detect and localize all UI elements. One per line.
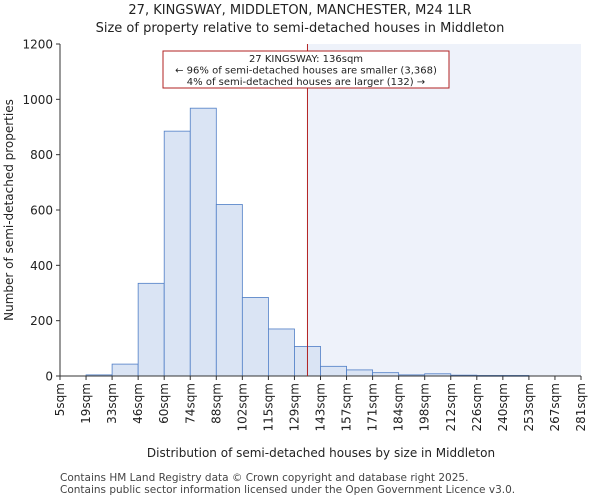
x-tick-label: 60sqm	[157, 383, 171, 424]
x-tick-label: 281sqm	[574, 383, 588, 431]
y-tick-label: 1200	[22, 38, 53, 52]
y-tick-label: 600	[30, 204, 53, 218]
x-tick-label: 33sqm	[105, 383, 119, 424]
x-tick-label: 129sqm	[287, 383, 301, 431]
x-tick-label: 184sqm	[392, 383, 406, 431]
x-tick-label: 267sqm	[548, 383, 562, 431]
x-tick-label: 240sqm	[496, 383, 510, 431]
chart-title: 27, KINGSWAY, MIDDLETON, MANCHESTER, M24…	[128, 3, 472, 18]
x-tick-label: 115sqm	[261, 383, 275, 431]
footer-copyright: Contains HM Land Registry data © Crown c…	[60, 472, 469, 484]
x-tick-label: 19sqm	[79, 383, 93, 424]
x-tick-label: 253sqm	[522, 383, 536, 431]
y-tick-label: 400	[30, 259, 53, 273]
bar-33sqm	[111, 363, 139, 377]
x-tick-label: 88sqm	[209, 383, 223, 424]
bar-74sqm	[189, 107, 217, 377]
annotation-line: 4% of semi-detached houses are larger (1…	[187, 77, 425, 88]
bar-60sqm	[163, 130, 191, 377]
y-tick-label: 200	[30, 314, 53, 328]
annotation-line: 27 KINGSWAY: 136sqm	[249, 54, 363, 65]
annotation-line: ← 96% of semi-detached houses are smalle…	[175, 66, 437, 77]
y-axis-label: Number of semi-detached properties	[2, 99, 16, 321]
bar-115sqm	[267, 328, 295, 377]
footer-licence: Contains public sector information licen…	[60, 484, 516, 496]
x-tick-label: 198sqm	[418, 383, 432, 431]
x-axis-label: Distribution of semi-detached houses by …	[147, 446, 495, 460]
larger-region-shade	[307, 44, 581, 376]
x-tick-label: 143sqm	[314, 383, 328, 431]
chart-subtitle: Size of property relative to semi-detach…	[95, 21, 505, 36]
x-tick-label: 226sqm	[470, 383, 484, 431]
x-tick-label: 212sqm	[444, 383, 458, 431]
bar-46sqm	[137, 282, 165, 377]
annotation-box	[162, 50, 450, 89]
x-tick-label: 102sqm	[235, 383, 249, 431]
bar-157sqm	[346, 369, 373, 377]
bar-143sqm	[320, 365, 347, 377]
y-tick-label: 800	[30, 148, 53, 162]
x-tick-label: 171sqm	[366, 383, 380, 431]
x-tick-label: 74sqm	[183, 383, 197, 424]
bar-102sqm	[241, 297, 269, 377]
x-tick-label: 5sqm	[53, 383, 67, 416]
x-tick-label: 157sqm	[340, 383, 354, 431]
y-tick-label: 0	[45, 370, 53, 384]
x-tick-label: 46sqm	[131, 383, 145, 424]
bar-88sqm	[215, 204, 243, 377]
y-tick-label: 1000	[22, 93, 53, 107]
